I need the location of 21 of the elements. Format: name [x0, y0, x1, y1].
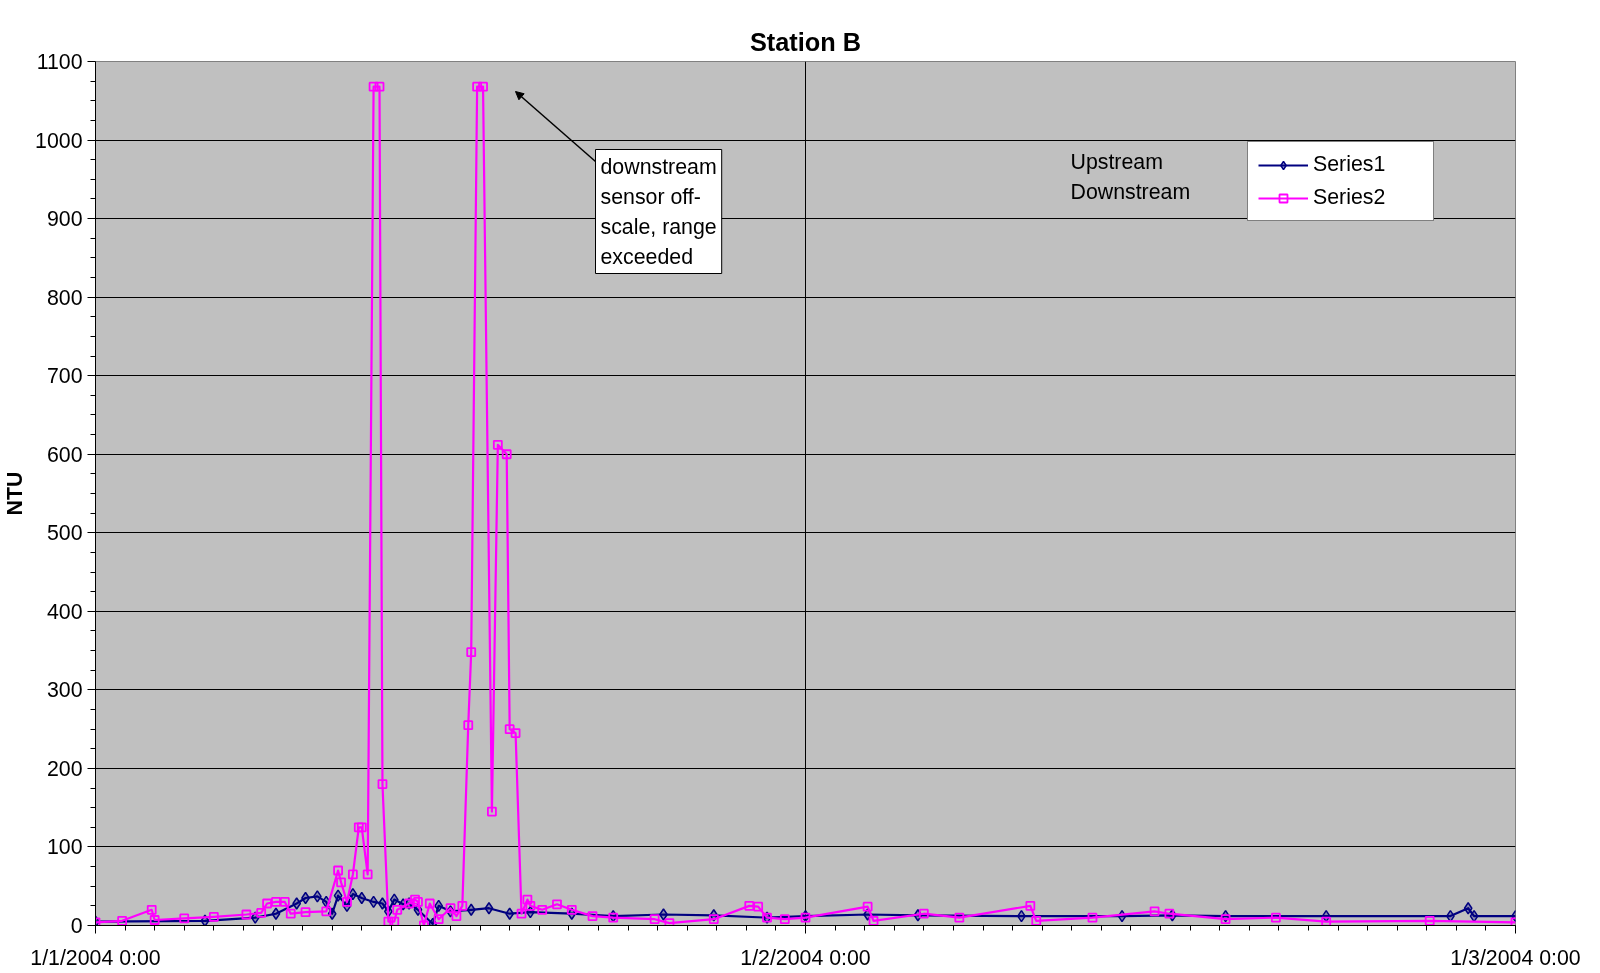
y-axis-title: NTU: [3, 471, 28, 516]
y-tick-label: 100: [46, 835, 83, 860]
annotation: downstream sensor off- scale, range exceeded: [600, 154, 717, 269]
legend-label: Series1: [1313, 152, 1387, 177]
chart-title: Station B: [749, 27, 862, 56]
annotation: Upstream Downstream: [1070, 149, 1191, 204]
y-tick-label: 400: [46, 599, 83, 624]
x-tick-label: 1/1/2004 0:00: [30, 945, 161, 970]
y-tick-label: 600: [46, 442, 83, 467]
y-tick-label: 900: [46, 207, 83, 232]
y-tick-label: 1000: [35, 128, 83, 153]
y-tick-label: 0: [70, 914, 83, 938]
y-tick-label: 200: [46, 756, 83, 781]
legend-label: Series2: [1313, 185, 1387, 210]
x-tick-label: 1/3/2004 0:00: [1450, 945, 1581, 970]
y-tick-label: 700: [46, 364, 83, 389]
y-tick-label: 300: [46, 678, 83, 703]
y-tick-label: 800: [46, 285, 83, 310]
y-tick-label: 1100: [36, 50, 83, 74]
y-tick-label: 500: [46, 521, 83, 546]
x-tick-label: 1/2/2004 0:00: [740, 945, 871, 970]
